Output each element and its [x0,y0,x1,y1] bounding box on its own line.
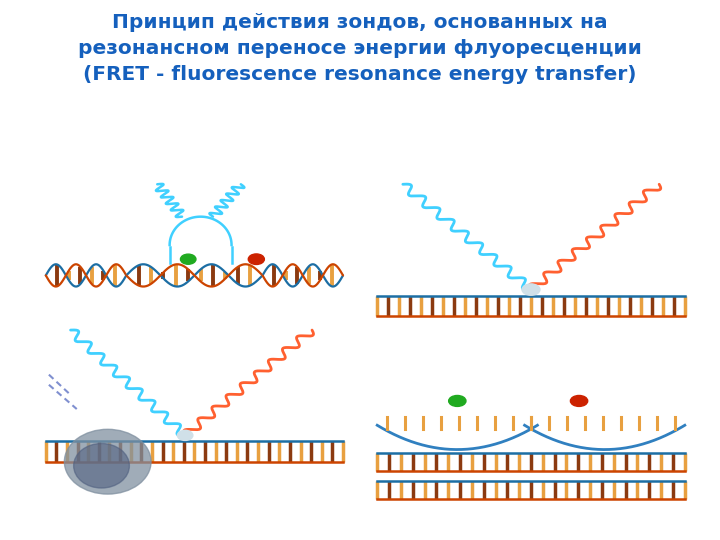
Text: Принцип действия зондов, основанных на
резонансном переносе энергии флуоресценци: Принцип действия зондов, основанных на р… [78,14,642,84]
Circle shape [570,395,588,407]
Text: A: A [49,184,60,198]
Ellipse shape [73,443,130,488]
Circle shape [449,395,466,407]
Ellipse shape [64,429,151,494]
Text: C: C [49,330,59,344]
Circle shape [181,254,196,264]
Circle shape [522,284,540,295]
Text: B: B [380,184,391,198]
Circle shape [248,254,264,265]
Text: D: D [380,330,392,344]
Circle shape [177,430,193,441]
